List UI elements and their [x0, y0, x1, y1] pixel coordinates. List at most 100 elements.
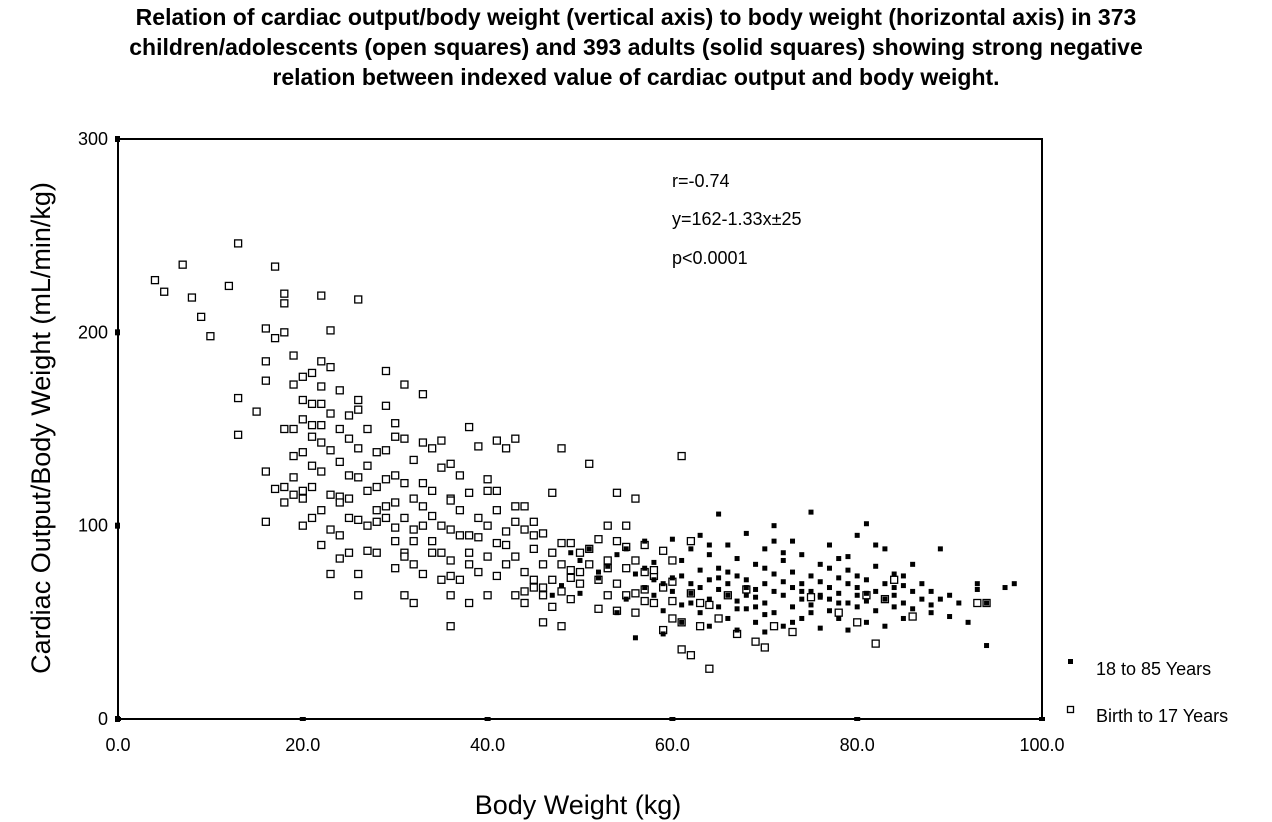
- data-point-open: [381, 366, 391, 376]
- x-tick-label: 80.0: [840, 735, 875, 755]
- data-point-open: [224, 281, 234, 291]
- data-point-open: [548, 575, 557, 584]
- legend-marker-adults: [1068, 659, 1073, 664]
- data-point-filled: [605, 563, 611, 569]
- data-point-filled: [780, 579, 786, 585]
- data-point-filled: [891, 604, 897, 610]
- data-point-open: [464, 422, 474, 432]
- data-point-open: [298, 486, 307, 496]
- data-point-open: [483, 552, 492, 561]
- data-point-open: [501, 444, 511, 453]
- data-point-open: [446, 496, 455, 505]
- data-point-open: [270, 333, 280, 343]
- data-point-open: [289, 473, 298, 482]
- data-point-open: [344, 434, 354, 443]
- data-point-filled: [679, 602, 685, 608]
- data-point-open: [233, 393, 243, 403]
- data-point-filled: [743, 585, 749, 591]
- data-point-open: [400, 434, 409, 443]
- data-point-open: [705, 664, 714, 673]
- data-point-open: [705, 600, 714, 610]
- series-birth-to-17-years: [150, 239, 991, 673]
- x-tick-mark: [484, 717, 491, 721]
- data-point-open: [354, 444, 363, 453]
- data-point-open: [317, 506, 326, 515]
- data-point-filled: [910, 561, 916, 567]
- data-point-filled: [928, 588, 934, 594]
- data-point-open: [307, 513, 317, 523]
- data-point-filled: [863, 590, 869, 596]
- data-point-open: [289, 451, 298, 461]
- data-point-open: [372, 506, 381, 515]
- data-point-filled: [799, 615, 805, 621]
- data-point-open: [464, 560, 474, 569]
- data-point-filled: [780, 623, 786, 629]
- annotation-p-value: p<0.0001: [672, 248, 748, 268]
- data-point-open: [317, 438, 326, 447]
- data-point-filled: [651, 592, 657, 598]
- data-point-filled: [651, 559, 657, 565]
- data-point-open: [391, 536, 400, 546]
- data-point-filled: [900, 615, 906, 621]
- data-point-filled: [826, 596, 832, 602]
- chart-title-line: Relation of cardiac output/body weight (…: [135, 4, 1137, 30]
- data-point-open: [150, 275, 160, 285]
- data-point-filled: [753, 586, 759, 592]
- data-point-filled: [688, 546, 694, 552]
- data-point-open: [511, 552, 520, 561]
- data-point-open: [492, 506, 501, 515]
- data-point-filled: [808, 509, 814, 515]
- data-point-filled: [845, 581, 851, 587]
- data-point-open: [317, 420, 326, 430]
- data-point-filled: [679, 573, 685, 579]
- data-point-filled: [817, 625, 823, 631]
- data-point-open: [261, 467, 270, 476]
- data-point-filled: [771, 538, 777, 544]
- data-point-filled: [854, 532, 860, 538]
- data-point-open: [908, 612, 917, 621]
- data-point-open: [437, 436, 446, 445]
- data-point-open: [631, 589, 640, 598]
- data-point-filled: [697, 585, 703, 591]
- data-point-filled: [697, 567, 703, 573]
- data-point-open: [446, 571, 455, 581]
- data-point-filled: [771, 571, 777, 577]
- data-point-open: [289, 424, 298, 434]
- data-point-open: [261, 517, 270, 526]
- data-point-filled: [873, 542, 879, 548]
- data-point-filled: [891, 585, 897, 591]
- data-point-open: [631, 494, 640, 503]
- data-point-filled: [716, 586, 722, 592]
- data-point-open: [520, 587, 529, 596]
- data-point-filled: [790, 585, 796, 591]
- data-point-open: [557, 587, 566, 596]
- data-point-open: [557, 444, 566, 453]
- data-point-filled: [725, 615, 731, 621]
- data-point-open: [464, 548, 474, 557]
- data-point-filled: [688, 581, 694, 587]
- data-point-open: [686, 536, 696, 546]
- data-point-open: [483, 521, 492, 530]
- data-point-open: [575, 548, 585, 557]
- data-point-open: [834, 608, 843, 617]
- data-point-filled: [956, 600, 962, 606]
- data-point-filled: [1011, 581, 1017, 587]
- data-point-open: [335, 424, 344, 434]
- data-point-filled: [919, 581, 925, 587]
- data-point-filled: [826, 585, 832, 591]
- data-point-open: [391, 498, 400, 507]
- data-point-filled: [549, 592, 555, 598]
- data-point-filled: [854, 573, 860, 579]
- data-point-open: [871, 639, 880, 648]
- data-point-open: [806, 593, 816, 602]
- data-point-open: [307, 368, 317, 378]
- data-point-filled: [660, 581, 666, 587]
- data-point-filled: [679, 557, 685, 563]
- data-point-open: [354, 395, 363, 405]
- y-tick-label: 200: [78, 322, 108, 342]
- data-point-open: [566, 565, 575, 575]
- data-point-filled: [716, 511, 722, 517]
- data-point-open: [890, 575, 899, 584]
- data-point-open: [363, 486, 372, 496]
- data-point-open: [446, 459, 455, 468]
